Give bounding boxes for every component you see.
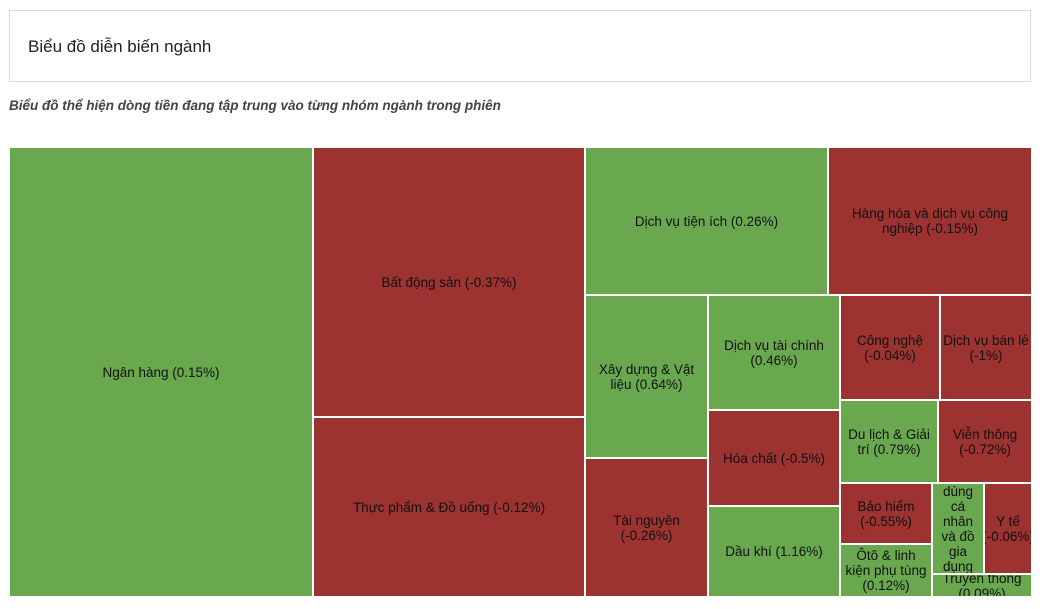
treemap-tile-thuc-pham-do-uong[interactable]: Thực phẩm & Đồ uống (-0.12%) bbox=[313, 417, 585, 597]
sector-treemap: Ngân hàng (0.15%) Bất động sản (-0.37%) Th… bbox=[9, 147, 1032, 597]
chart-header: Biểu đồ diễn biến ngành bbox=[9, 10, 1031, 82]
treemap-tile-xay-dung-vat-lieu[interactable]: Xây dựng & Vật liệu (0.64%) bbox=[585, 295, 708, 458]
treemap-tile-label: Viễn thông (-0.72%) bbox=[952, 426, 1018, 457]
treemap-tile-hang-hoa-va-dich-vu-cong-nghiep[interactable]: Hàng hóa và dịch vụ công nghiệp (-0.15%) bbox=[828, 147, 1032, 295]
treemap-tile-bat-dong-san[interactable]: Bất động sản (-0.37%) bbox=[313, 147, 585, 417]
treemap-tile-do-dung-ca-nhan-va-do-gia-dung[interactable]: Đồ dùng cá nhân và đồ gia dụng (0.14%) bbox=[932, 483, 984, 574]
treemap-tile-oto-linh-kien-phu-tung[interactable]: Ôtô & linh kiện phụ tùng (0.12%) bbox=[840, 544, 932, 597]
treemap-tile-label: Dịch vụ tiện ích (0.26%) bbox=[634, 213, 779, 229]
page-title: Biểu đồ diễn biến ngành bbox=[28, 37, 212, 56]
treemap-tile-hoa-chat[interactable]: Hóa chất (-0.5%) bbox=[708, 410, 840, 506]
treemap-tile-label: Hóa chất (-0.5%) bbox=[722, 450, 826, 466]
treemap-tile-label: Bảo hiểm (-0.55%) bbox=[857, 498, 915, 529]
treemap-tile-label: Dịch vụ tài chính (0.46%) bbox=[724, 337, 824, 368]
treemap-tile-label: Dầu khí (1.16%) bbox=[725, 544, 823, 559]
treemap-tile-label: Hàng hóa và dịch vụ công nghiệp (-0.15%) bbox=[851, 206, 1009, 236]
treemap-tile-label: Đồ dùng cá nhân và đồ gia dụng (0.14%) bbox=[941, 483, 975, 574]
treemap-tile-dau-khi[interactable]: Dầu khí (1.16%) bbox=[708, 506, 840, 597]
treemap-tile-tai-nguyen[interactable]: Tài nguyên (-0.26%) bbox=[585, 458, 708, 597]
treemap-tile-ngan-hang[interactable]: Ngân hàng (0.15%) bbox=[9, 147, 313, 597]
treemap-tile-label: Dịch vụ bán lẻ (-1%) bbox=[943, 332, 1029, 363]
treemap-tile-label: Xây dựng & Vật liệu (0.64%) bbox=[598, 361, 695, 392]
treemap-tile-bao-hiem[interactable]: Bảo hiểm (-0.55%) bbox=[840, 483, 932, 544]
treemap-tile-label: Ôtô & linh kiện phụ tùng (0.12%) bbox=[845, 548, 927, 593]
treemap-tile-label: Bất động sản (-0.37%) bbox=[381, 274, 517, 290]
treemap-tile-y-te[interactable]: Y tế (-0.06%) bbox=[984, 483, 1032, 574]
treemap-tile-truyen-thong[interactable]: Truyền thông (0.09%) bbox=[932, 574, 1032, 597]
chart-subtitle: Biểu đồ thể hiện dòng tiền đang tập trun… bbox=[9, 98, 501, 113]
treemap-tile-du-lich-giai-tri[interactable]: Du lịch & Giải trí (0.79%) bbox=[840, 400, 938, 483]
treemap-tile-dich-vu-tien-ich[interactable]: Dịch vụ tiện ích (0.26%) bbox=[585, 147, 828, 295]
treemap-tile-label: Thực phẩm & Đồ uống (-0.12%) bbox=[352, 499, 546, 515]
treemap-tile-label: Ngân hàng (0.15%) bbox=[102, 364, 220, 380]
treemap-tile-vien-thong[interactable]: Viễn thông (-0.72%) bbox=[938, 400, 1032, 483]
treemap-tile-label: Du lịch & Giải trí (0.79%) bbox=[848, 426, 930, 457]
treemap-tile-label: Công nghệ (-0.04%) bbox=[856, 332, 924, 363]
treemap-tile-label: Y tế (-0.06%) bbox=[984, 513, 1032, 544]
treemap-tile-dich-vu-tai-chinh[interactable]: Dịch vụ tài chính (0.46%) bbox=[708, 295, 840, 410]
treemap-tile-cong-nghe[interactable]: Công nghệ (-0.04%) bbox=[840, 295, 940, 400]
treemap-tile-label: Tài nguyên (-0.26%) bbox=[613, 512, 680, 543]
treemap-tile-dich-vu-ban-le[interactable]: Dịch vụ bán lẻ (-1%) bbox=[940, 295, 1032, 400]
treemap-tile-label: Truyền thông (0.09%) bbox=[942, 574, 1022, 597]
